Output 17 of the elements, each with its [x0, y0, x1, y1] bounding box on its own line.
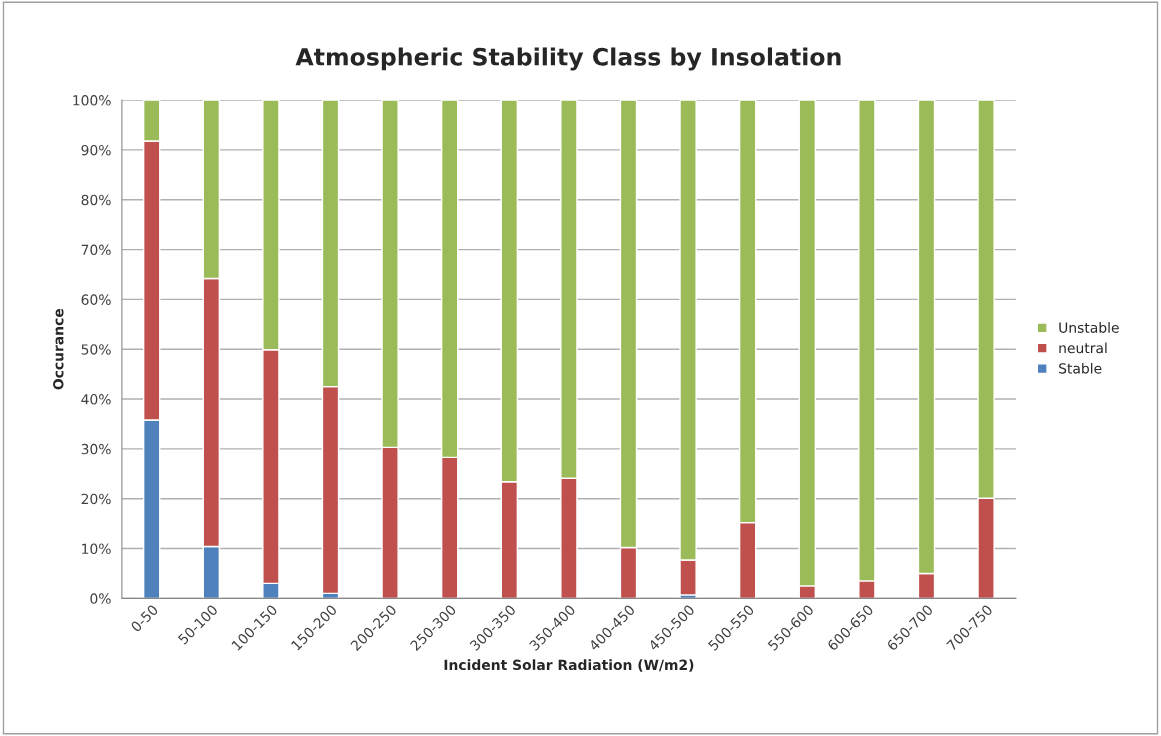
y-axis-title: Occurance	[53, 308, 64, 390]
y-tick-label: 60%	[81, 294, 111, 305]
legend-label: Stable	[1059, 362, 1102, 374]
y-tick-label: 50%	[81, 344, 111, 355]
y-tick-label: 90%	[81, 144, 111, 156]
chart-title: Atmospheric Stability Class by Insolation	[295, 47, 841, 71]
x-axis-title: Incident Solar Radiation (W/m2)	[444, 659, 694, 672]
y-tick-label: 0%	[90, 593, 111, 604]
legend-label: neutral	[1059, 342, 1107, 354]
y-tick-label: 80%	[81, 194, 111, 206]
legend-label: Unstable	[1059, 322, 1119, 333]
y-tick-label: 20%	[81, 493, 111, 505]
y-tick-label: 40%	[81, 394, 111, 405]
y-tick-label: 10%	[82, 543, 111, 555]
y-tick-label: 70%	[81, 244, 111, 256]
y-tick-label: 100%	[73, 95, 111, 106]
y-tick-label: 30%	[81, 443, 111, 455]
